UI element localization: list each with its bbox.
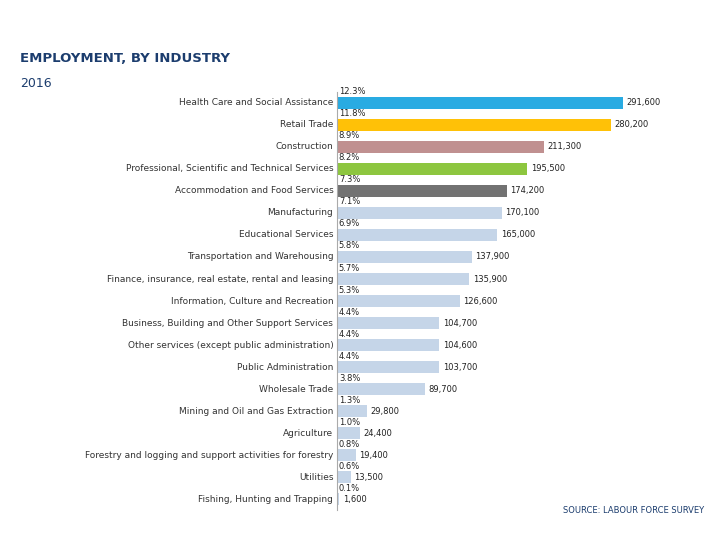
Bar (337, 383, 426, 395)
Text: 170,100: 170,100 (505, 208, 539, 218)
Text: 7.3%: 7.3% (339, 176, 360, 185)
Bar (337, 295, 460, 307)
Text: Professional, Scientific and Technical Services: Professional, Scientific and Technical S… (126, 164, 333, 173)
Text: 126,600: 126,600 (464, 296, 498, 306)
Text: Utilities: Utilities (299, 472, 333, 482)
Bar (337, 207, 502, 219)
Text: 103,700: 103,700 (443, 363, 477, 372)
Text: 0.1%: 0.1% (339, 484, 360, 493)
Text: 4.4%: 4.4% (339, 352, 360, 361)
Text: 11.8%: 11.8% (339, 109, 365, 118)
Text: 1.3%: 1.3% (339, 396, 360, 404)
Bar (337, 317, 439, 329)
Text: 104,600: 104,600 (443, 341, 477, 349)
Text: 5.8%: 5.8% (339, 241, 360, 251)
Text: 3.8%: 3.8% (339, 374, 360, 383)
Bar (337, 471, 351, 483)
Text: Transportation and Warehousing: Transportation and Warehousing (186, 253, 333, 261)
Text: Health Care and Social Assistance: Health Care and Social Assistance (179, 98, 333, 107)
Text: 0.8%: 0.8% (339, 440, 360, 449)
Text: 2016: 2016 (20, 77, 52, 90)
Bar (337, 361, 439, 373)
Bar (337, 405, 367, 417)
Text: 5.3%: 5.3% (339, 286, 360, 294)
Text: 174,200: 174,200 (510, 186, 544, 195)
Text: 7.1%: 7.1% (339, 198, 360, 206)
Text: 8.9%: 8.9% (339, 131, 360, 140)
Bar (337, 251, 472, 263)
Text: Forestry and logging and support activities for forestry: Forestry and logging and support activit… (85, 451, 333, 460)
Text: Finance, insurance, real estate, rental and leasing: Finance, insurance, real estate, rental … (107, 274, 333, 284)
Text: BC LABOUR MARKET INFORMATION OFFICE: BC LABOUR MARKET INFORMATION OFFICE (20, 17, 341, 30)
Bar (337, 493, 339, 505)
Text: 104,700: 104,700 (443, 319, 477, 328)
Text: Construction: Construction (276, 143, 333, 151)
Text: 5.7%: 5.7% (339, 264, 360, 273)
Text: Educational Services: Educational Services (239, 231, 333, 239)
Bar (337, 185, 506, 197)
Text: 4.4%: 4.4% (339, 308, 360, 316)
Text: Other services (except public administration): Other services (except public administra… (127, 341, 333, 349)
Text: 8.2%: 8.2% (339, 153, 360, 163)
Text: EMPLOYMENT, BY INDUSTRY: EMPLOYMENT, BY INDUSTRY (20, 51, 230, 64)
Text: Information, Culture and Recreation: Information, Culture and Recreation (171, 296, 333, 306)
Text: 165,000: 165,000 (500, 231, 535, 239)
Text: Business, Building and Other Support Services: Business, Building and Other Support Ser… (122, 319, 333, 328)
Text: 211,300: 211,300 (547, 143, 582, 151)
Text: Fishing, Hunting and Trapping: Fishing, Hunting and Trapping (199, 495, 333, 504)
Text: Retail Trade: Retail Trade (280, 120, 333, 130)
Text: 12.3%: 12.3% (339, 87, 365, 96)
Bar (337, 273, 469, 285)
Text: 195,500: 195,500 (531, 164, 565, 173)
Text: 19,400: 19,400 (359, 451, 388, 460)
Text: 1,600: 1,600 (343, 495, 366, 504)
Text: 24,400: 24,400 (364, 429, 392, 438)
Bar (337, 163, 528, 175)
Bar (337, 97, 623, 109)
Text: 1.0%: 1.0% (339, 418, 360, 427)
Text: Accommodation and Food Services: Accommodation and Food Services (175, 186, 333, 195)
Text: 137,900: 137,900 (475, 253, 510, 261)
Text: 280,200: 280,200 (614, 120, 649, 130)
Text: 291,600: 291,600 (626, 98, 660, 107)
Text: SOURCE: LABOUR FORCE SURVEY: SOURCE: LABOUR FORCE SURVEY (564, 506, 705, 515)
Bar (337, 229, 498, 241)
Bar (337, 339, 439, 351)
Text: 29,800: 29,800 (371, 407, 400, 416)
Text: 89,700: 89,700 (428, 384, 458, 394)
Bar (337, 427, 360, 439)
Text: 4.4%: 4.4% (339, 329, 360, 339)
Text: Public Administration: Public Administration (237, 363, 333, 372)
Text: 5: 5 (690, 523, 698, 536)
Text: 13,500: 13,500 (354, 472, 383, 482)
Text: 6.9%: 6.9% (339, 219, 360, 228)
Text: Mining and Oil and Gas Extraction: Mining and Oil and Gas Extraction (179, 407, 333, 416)
Text: Manufacturing: Manufacturing (268, 208, 333, 218)
Bar (337, 141, 544, 153)
Text: Wholesale Trade: Wholesale Trade (259, 384, 333, 394)
Text: Agriculture: Agriculture (283, 429, 333, 438)
Text: 135,900: 135,900 (473, 274, 507, 284)
Text: 0.6%: 0.6% (339, 462, 360, 471)
Bar (337, 119, 611, 131)
Bar (337, 449, 356, 461)
